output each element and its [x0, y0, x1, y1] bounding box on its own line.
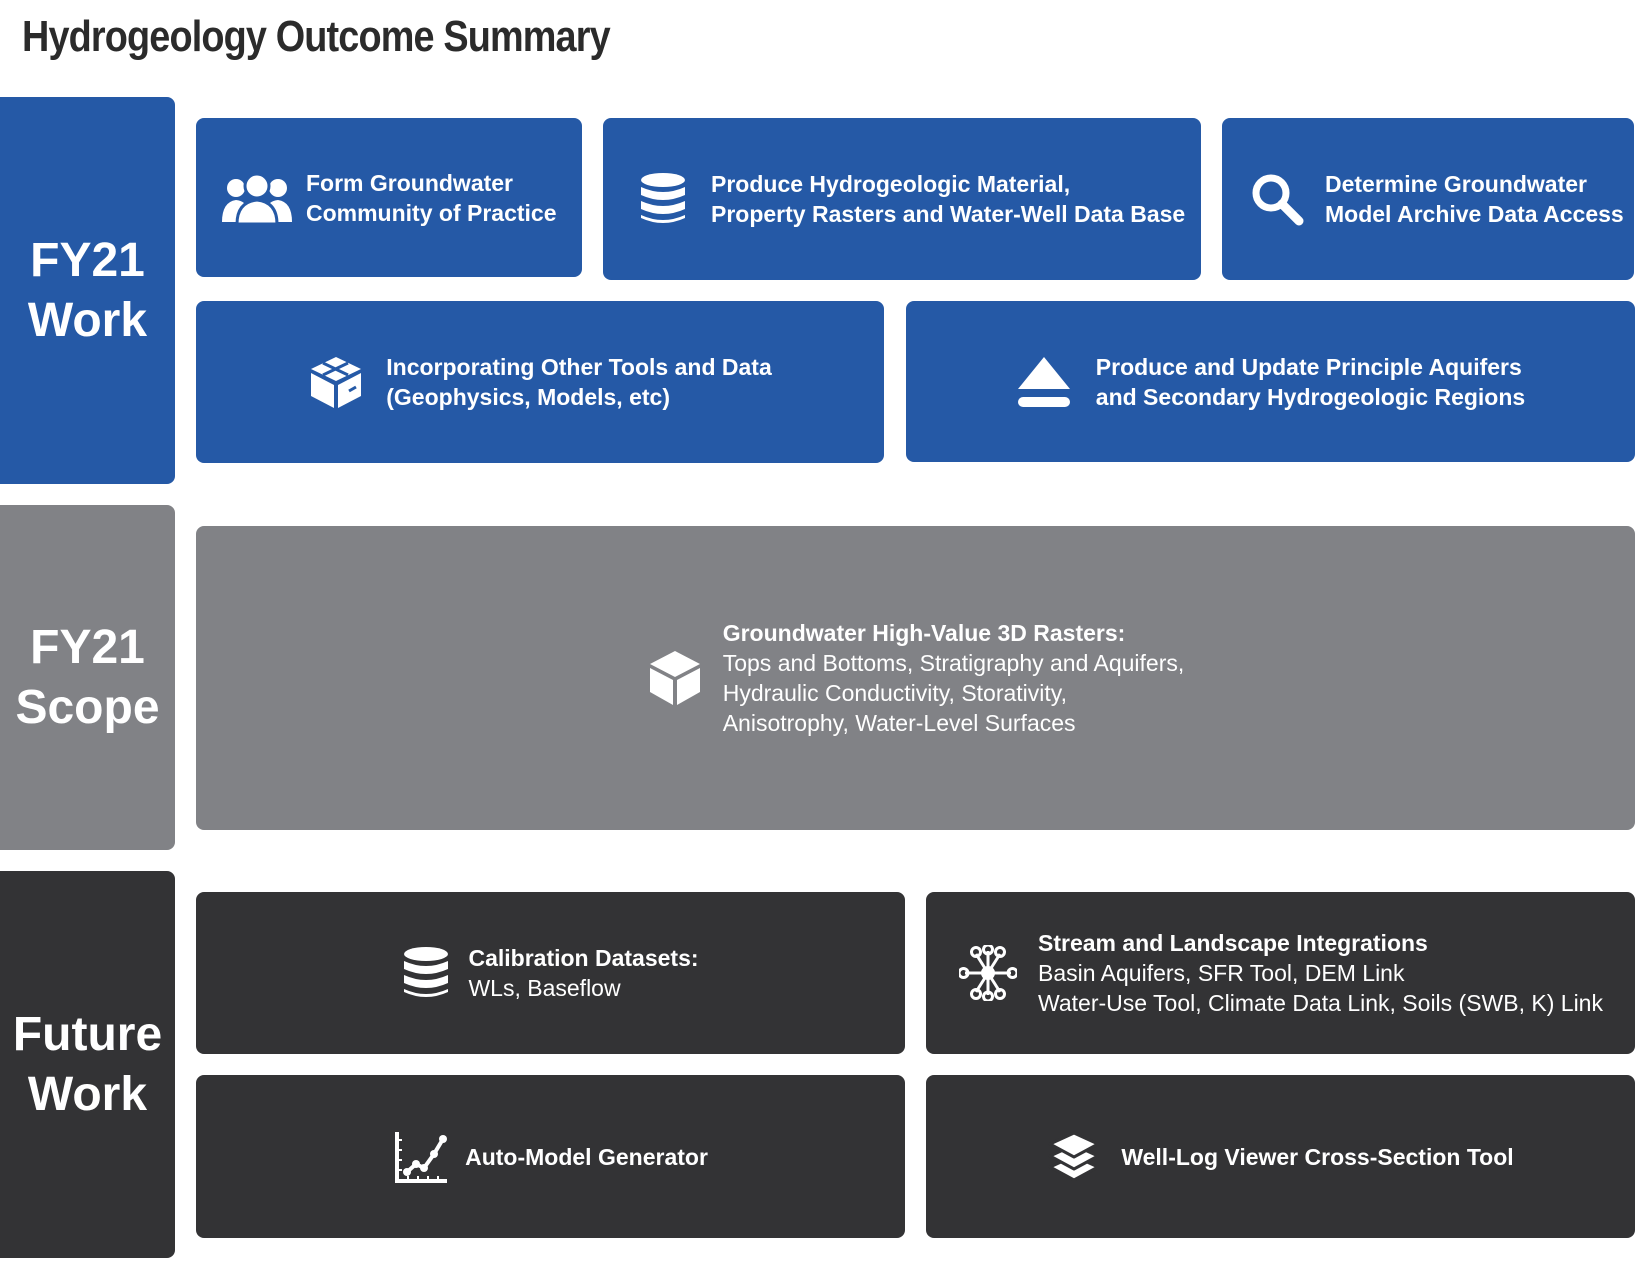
layers-icon: [1047, 1130, 1101, 1184]
card-line2: Property Rasters and Water-Well Data Bas…: [711, 201, 1186, 227]
boxes-icon: [308, 355, 364, 409]
card-line2: Model Archive Data Access: [1325, 201, 1624, 227]
row-label-line2: Work: [27, 1067, 148, 1121]
card-line1: Form Groundwater: [306, 169, 514, 196]
card-line3: Anisotrophy, Water-Level Surfaces: [722, 710, 1076, 736]
card-heading: Calibration Datasets:: [468, 945, 699, 971]
card-line1: Determine Groundwater: [1325, 171, 1587, 197]
card-line2: Community of Practice: [306, 199, 557, 226]
card-model-archive: Determine Groundwater Model Archive Data…: [1222, 118, 1634, 280]
card-hydrogeologic-material: Produce Hydrogeologic Material, Property…: [603, 118, 1201, 280]
row-label-fy21-scope: FY21 Scope: [0, 505, 175, 850]
page-title: Hydrogeology Outcome Summary: [22, 12, 611, 61]
card-stream-landscape: Stream and Landscape Integrations Basin …: [926, 892, 1635, 1054]
eject-icon: [1016, 355, 1072, 409]
card-line2: Hydraulic Conductivity, Storativity,: [722, 680, 1067, 706]
users-icon: [222, 172, 292, 224]
card-heading: Groundwater High-Value 3D Rasters:: [722, 620, 1126, 646]
row-label-line1: FY21: [30, 620, 145, 674]
card-line1: Produce and Update Principle Aquifers: [1095, 353, 1522, 380]
row-label-fy21-work: FY21 Work: [0, 97, 175, 484]
row-label-line2: Work: [27, 293, 148, 347]
card-well-log-viewer: Well-Log Viewer Cross-Section Tool: [926, 1075, 1635, 1238]
card-line2: Water-Use Tool, Climate Data Link, Soils…: [1038, 990, 1603, 1016]
row-label-line1: Future: [12, 1007, 163, 1061]
card-line1: Incorporating Other Tools and Data: [386, 354, 772, 380]
card-line1: WLs, Baseflow: [468, 975, 621, 1001]
database-icon: [639, 173, 687, 225]
card-line1: Produce Hydrogeologic Material,: [711, 171, 1071, 197]
cube-icon: [647, 649, 703, 707]
search-icon: [1248, 172, 1306, 226]
card-heading: Well-Log Viewer Cross-Section Tool: [1121, 1143, 1514, 1170]
card-line1: Basin Aquifers, SFR Tool, DEM Link: [1038, 960, 1405, 986]
card-line2: and Secondary Hydrogeologic Regions: [1095, 383, 1526, 410]
chart-line-icon: [393, 1130, 449, 1184]
card-auto-model-generator: Auto-Model Generator: [196, 1075, 905, 1238]
card-calibration-datasets: Calibration Datasets: WLs, Baseflow: [196, 892, 905, 1054]
card-line1: Tops and Bottoms, Stratigraphy and Aquif…: [722, 650, 1185, 676]
card-heading: Stream and Landscape Integrations: [1038, 930, 1428, 956]
card-other-tools: Incorporating Other Tools and Data (Geop…: [196, 301, 884, 463]
card-groundwater-community: Form Groundwater Community of Practice: [196, 118, 582, 277]
row-label-line1: FY21: [30, 233, 145, 287]
card-line2: (Geophysics, Models, etc): [386, 384, 670, 410]
row-label-future-work: Future Work: [0, 871, 175, 1258]
database-icon: [402, 947, 450, 999]
card-principle-aquifers: Produce and Update Principle Aquifers an…: [906, 301, 1635, 462]
network-icon: [958, 945, 1018, 1001]
card-3d-rasters: Groundwater High-Value 3D Rasters: Tops …: [196, 526, 1635, 830]
card-heading: Auto-Model Generator: [465, 1143, 708, 1170]
row-label-line2: Scope: [15, 680, 160, 734]
